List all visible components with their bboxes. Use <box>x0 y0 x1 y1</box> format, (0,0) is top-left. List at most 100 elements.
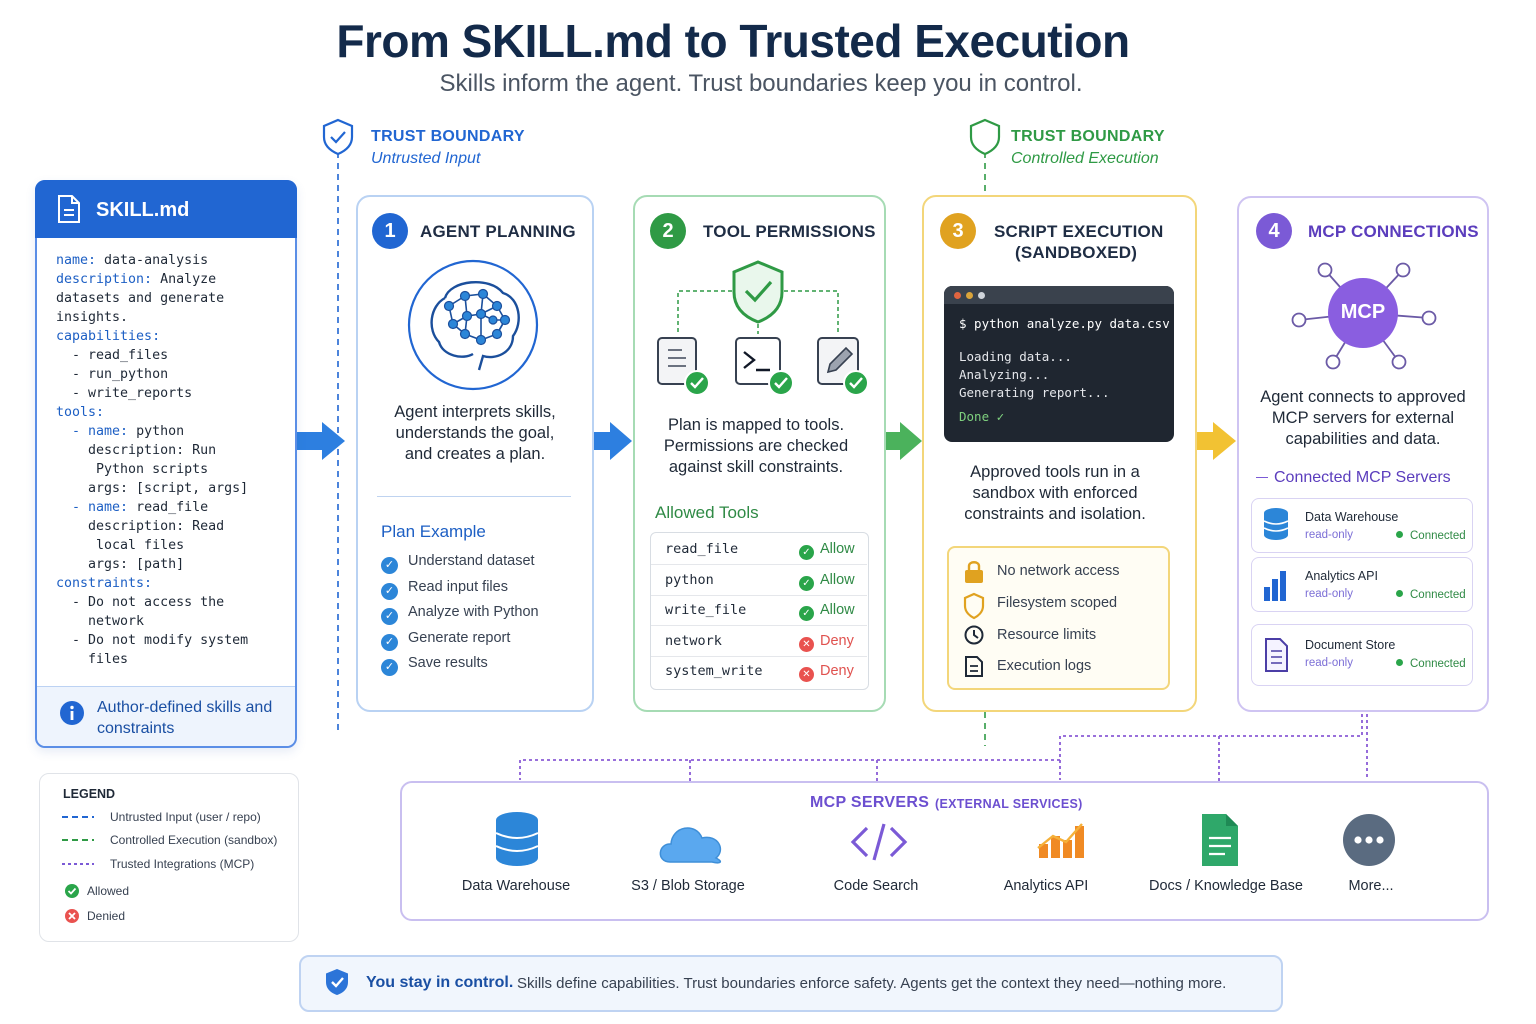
mcp-connections-description: Agent connects to approved MCP servers f… <box>1260 388 1466 448</box>
legend-item: Untrusted Input (user / repo) <box>110 810 261 824</box>
check-icon: ✓ <box>381 557 398 574</box>
mcp-hub-label: MCP <box>1340 301 1386 323</box>
more-icon <box>1343 814 1395 866</box>
document-icon <box>58 195 80 223</box>
skill-code-line: files <box>56 650 248 669</box>
shield-icon <box>969 118 1001 156</box>
external-service-label: More... <box>1348 878 1394 894</box>
skill-code-line: datasets and generate <box>56 289 248 308</box>
skill-code-line: local files <box>56 536 248 555</box>
clock-icon <box>964 625 984 645</box>
agent-planning-title: AGENT PLANNING <box>420 222 576 241</box>
log-file-icon <box>965 656 983 677</box>
terminal-window <box>944 286 1174 442</box>
flow-arrow-4 <box>1197 422 1236 460</box>
external-service-label: Docs / Knowledge Base <box>1149 878 1303 894</box>
tool-name: write_file <box>665 602 747 619</box>
plan-item: ✓ Save results <box>381 655 488 676</box>
step-number-2: 2 <box>650 213 686 249</box>
plan-item-label: Generate report <box>408 629 511 646</box>
legend-item: Trusted Integrations (MCP) <box>110 857 255 871</box>
tool-permissions-description: Plan is mapped to tools. Permissions are… <box>663 416 849 476</box>
skill-footer-text: Author-defined skills and constraints <box>97 699 273 737</box>
skill-code-line: - write_reports <box>56 384 248 403</box>
edit-icon <box>817 337 859 385</box>
denied-icon: ✕ <box>799 636 814 652</box>
step-number-3: 3 <box>940 213 976 249</box>
code-icon <box>850 823 908 861</box>
skill-file-title: SKILL.md <box>96 199 190 221</box>
permission-label: Allow <box>820 602 855 619</box>
trust-boundary-subtitle-controlled: Controlled Execution <box>1011 150 1159 167</box>
shield-outline-icon <box>963 592 985 620</box>
skill-code-line: - Do not access the <box>56 593 248 612</box>
permission-label: Allow <box>820 571 855 588</box>
tool-row: write_file ✓ Allow <box>651 596 867 627</box>
allowed-icon <box>65 884 79 898</box>
skill-code-value: python <box>128 424 185 439</box>
step-number-4: 4 <box>1256 213 1292 249</box>
tool-name: read_file <box>665 541 739 557</box>
legend-box <box>39 773 299 942</box>
plan-item: ✓ Generate report <box>381 630 510 651</box>
skill-code-value: args: [script, args] <box>56 481 249 496</box>
skill-code-key: constraints: <box>56 576 153 591</box>
denied-icon <box>65 909 79 923</box>
skill-code-value: description: Run <box>56 443 217 458</box>
tool-row: system_write ✕ Deny <box>651 657 867 687</box>
tool-permission: ✕ Deny <box>799 663 854 683</box>
shield-check-icon <box>732 260 784 324</box>
skill-code-value: - Do not access the <box>56 595 225 610</box>
sandbox-features-box <box>947 546 1170 690</box>
external-service-label: S3 / Blob Storage <box>631 878 745 894</box>
plan-item-label: Analyze with Python <box>408 604 539 620</box>
tool-name: system_write <box>665 663 763 680</box>
skill-code-line: description: Run <box>56 441 248 460</box>
tool-row: network ✕ Deny <box>651 627 867 657</box>
docs-icon <box>1202 814 1238 866</box>
sandbox-feature: Execution logs <box>997 658 1092 675</box>
tool-permissions-title: TOOL PERMISSIONS <box>703 222 876 241</box>
skill-code-line: capabilities: <box>56 327 248 346</box>
page-subtitle: Skills inform the agent. Trust boundarie… <box>439 70 1083 97</box>
check-icon: ✓ <box>381 608 398 625</box>
document-store-icon <box>1265 638 1288 672</box>
terminal-line: Analyzing... <box>959 367 1050 382</box>
skill-code-line: network <box>56 612 248 631</box>
server-name: Document Store <box>1305 638 1396 652</box>
terminal-command: $ python analyze.py data.csv <box>959 316 1170 331</box>
skill-code-value: - read_files <box>56 348 169 363</box>
flow-arrow-1 <box>297 422 345 460</box>
plan-example-title: Plan Example <box>381 522 486 541</box>
shield-check-icon <box>326 969 348 995</box>
allowed-icon: ✓ <box>799 545 814 560</box>
footer-banner <box>299 955 1283 1012</box>
legend-swatches <box>62 816 94 923</box>
skill-code-key: description: <box>56 272 153 287</box>
denied-icon: ✕ <box>799 667 814 683</box>
sandbox-feature: Resource limits <box>997 626 1097 643</box>
check-icon: ✓ <box>381 659 398 676</box>
tool-permission: ✓ Allow <box>799 602 855 622</box>
page-title: From SKILL.md to Trusted Execution <box>336 15 1130 67</box>
skill-code-key: - name: <box>56 424 129 439</box>
skill-code-line: description: Analyze <box>56 270 248 289</box>
skill-code-key: capabilities: <box>56 329 161 344</box>
allowed-tools-title: Allowed Tools <box>655 503 759 522</box>
skill-code-value: insights. <box>56 310 129 325</box>
script-execution-title: SCRIPT EXECUTION <box>994 222 1164 241</box>
plan-item-label: Read input files <box>408 578 508 595</box>
server-name: Data Warehouse <box>1305 510 1399 524</box>
skill-code-key: - name: <box>56 500 129 515</box>
skill-code-line: tools: <box>56 403 248 422</box>
external-service-icons <box>495 812 1395 866</box>
terminal-line: Loading data... <box>959 349 1072 364</box>
permissions-illustration <box>657 260 869 396</box>
sandbox-feature-icons <box>963 561 985 677</box>
allowed-icon: ✓ <box>799 575 814 591</box>
section-rule <box>1256 477 1268 478</box>
server-access: read-only <box>1305 588 1353 600</box>
tool-permission: ✓ Allow <box>799 572 855 591</box>
skill-code-key: name: <box>56 253 97 268</box>
mcp-hub-icon <box>1291 262 1437 370</box>
